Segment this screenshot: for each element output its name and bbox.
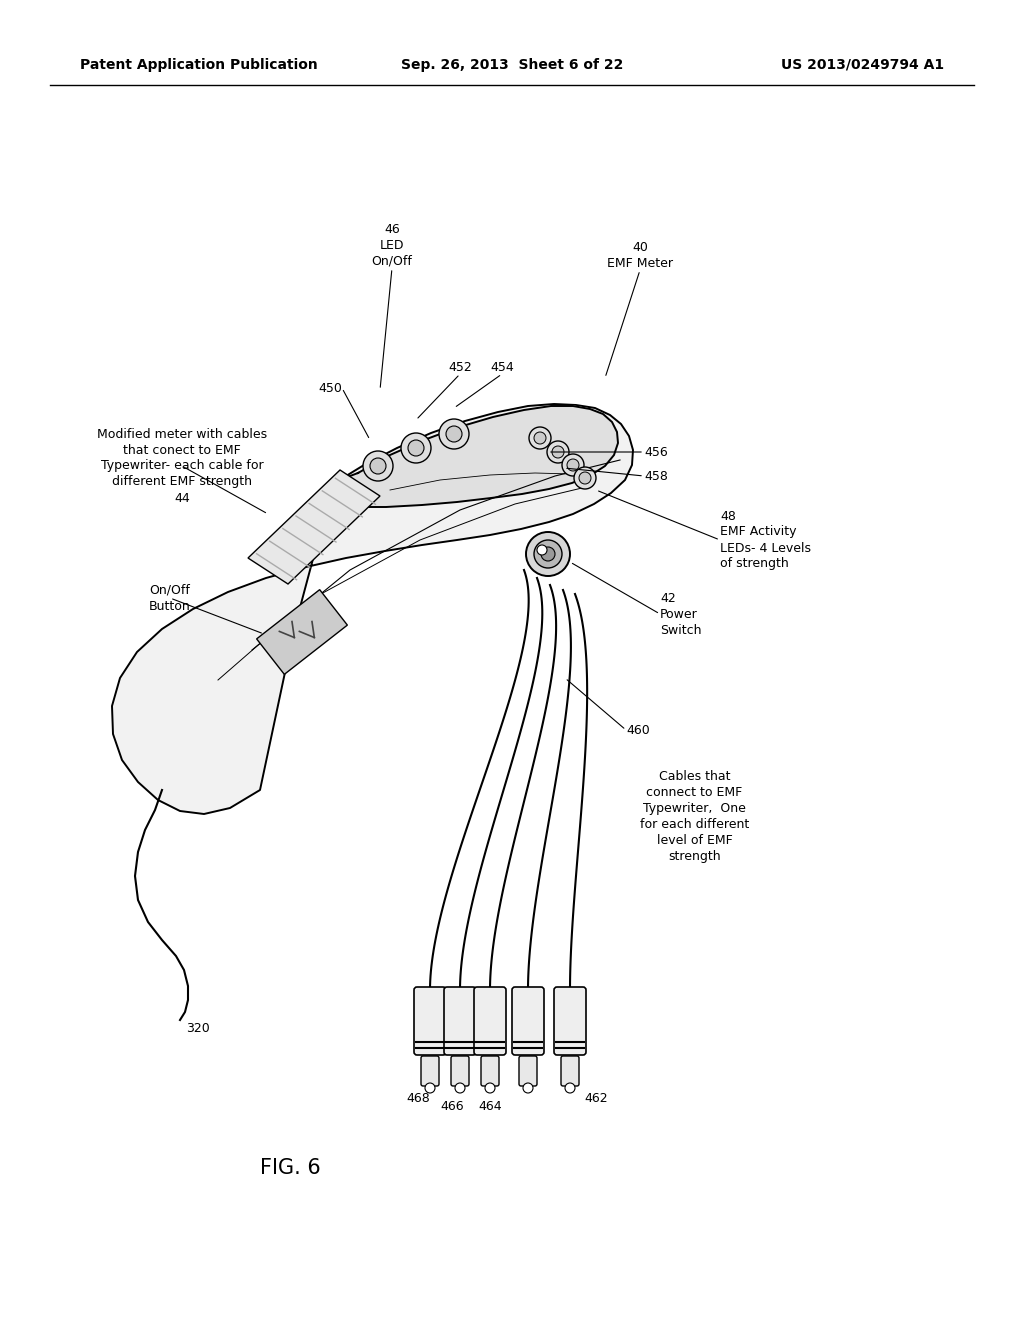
Text: 458: 458 [644,470,668,483]
Circle shape [439,418,469,449]
Circle shape [455,1082,465,1093]
FancyBboxPatch shape [414,987,446,1055]
Text: 460: 460 [626,723,650,737]
Text: 40
EMF Meter: 40 EMF Meter [607,242,673,271]
Text: 468: 468 [407,1092,430,1105]
Text: 450: 450 [318,381,342,395]
Text: On/Off
Button: On/Off Button [150,583,190,612]
Circle shape [523,1082,534,1093]
Circle shape [547,441,569,463]
Text: 462: 462 [584,1092,608,1105]
Circle shape [526,532,570,576]
Circle shape [408,440,424,455]
Circle shape [425,1082,435,1093]
Circle shape [485,1082,495,1093]
Circle shape [565,1082,575,1093]
FancyBboxPatch shape [474,987,506,1055]
Text: Modified meter with cables
that conect to EMF
Typewriter- each cable for
differe: Modified meter with cables that conect t… [97,428,267,504]
Text: 452: 452 [449,360,472,374]
Text: 464: 464 [478,1100,502,1113]
Text: FIG. 6: FIG. 6 [260,1158,321,1177]
Circle shape [370,458,386,474]
Circle shape [446,426,462,442]
Circle shape [567,459,579,471]
Circle shape [362,451,393,480]
Text: 46
LED
On/Off: 46 LED On/Off [372,223,413,268]
FancyBboxPatch shape [554,987,586,1055]
Polygon shape [112,404,633,814]
Circle shape [541,546,555,561]
Circle shape [562,454,584,477]
FancyBboxPatch shape [519,1056,537,1086]
Circle shape [552,446,564,458]
Text: 42
Power
Switch: 42 Power Switch [660,591,701,636]
Polygon shape [248,470,380,583]
Circle shape [401,433,431,463]
FancyBboxPatch shape [481,1056,499,1086]
Circle shape [579,473,591,484]
Circle shape [537,545,547,554]
Text: 320: 320 [186,1022,210,1035]
Circle shape [574,467,596,488]
FancyBboxPatch shape [451,1056,469,1086]
Text: Cables that
connect to EMF
Typewriter,  One
for each different
level of EMF
stre: Cables that connect to EMF Typewriter, O… [640,770,750,863]
Text: 454: 454 [490,360,514,374]
FancyBboxPatch shape [421,1056,439,1086]
Text: 48
EMF Activity
LEDs- 4 Levels
of strength: 48 EMF Activity LEDs- 4 Levels of streng… [720,510,811,570]
FancyBboxPatch shape [561,1056,579,1086]
Polygon shape [328,407,618,507]
Text: 466: 466 [440,1100,464,1113]
Circle shape [529,426,551,449]
Text: US 2013/0249794 A1: US 2013/0249794 A1 [781,58,944,73]
FancyBboxPatch shape [444,987,476,1055]
Text: 456: 456 [644,446,668,458]
Circle shape [534,540,562,568]
FancyBboxPatch shape [512,987,544,1055]
Text: Sep. 26, 2013  Sheet 6 of 22: Sep. 26, 2013 Sheet 6 of 22 [400,58,624,73]
Polygon shape [257,590,347,675]
Circle shape [534,432,546,444]
Text: Patent Application Publication: Patent Application Publication [80,58,317,73]
